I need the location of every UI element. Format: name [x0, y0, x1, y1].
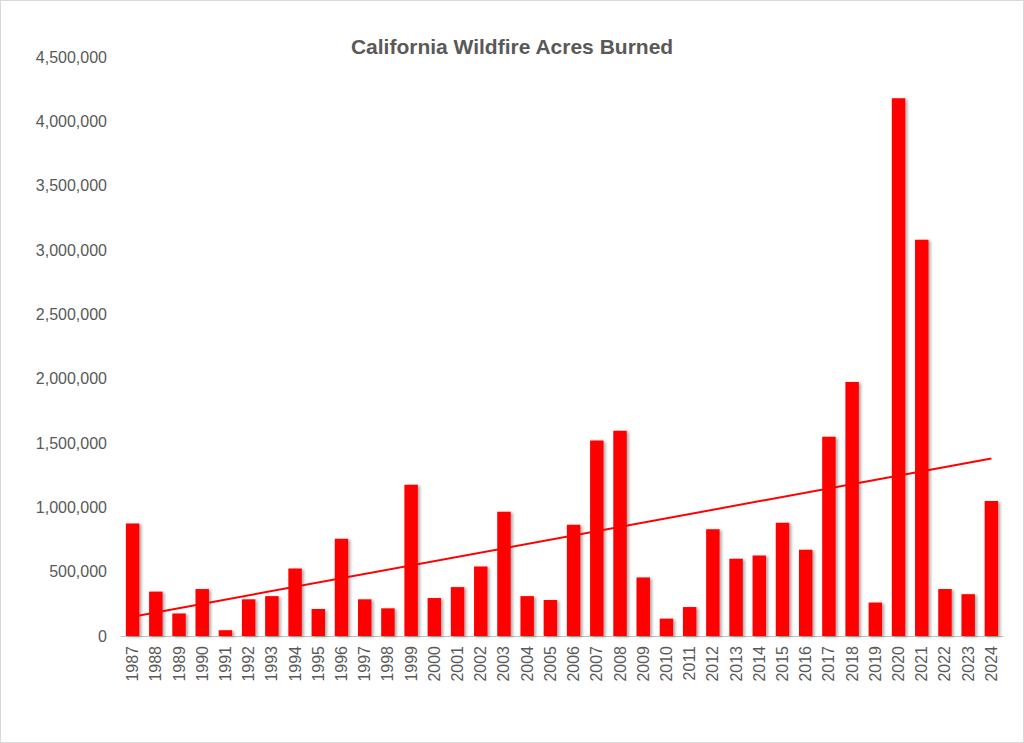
svg-text:California Wildfire Acres Burn: California Wildfire Acres Burned [351, 35, 673, 58]
svg-text:2016: 2016 [797, 646, 814, 682]
svg-text:2001: 2001 [449, 646, 466, 682]
svg-text:1988: 1988 [147, 646, 164, 682]
svg-text:1994: 1994 [287, 646, 304, 682]
svg-text:1996: 1996 [333, 646, 350, 682]
svg-text:1990: 1990 [194, 646, 211, 682]
svg-text:2002: 2002 [472, 646, 489, 682]
svg-text:1998: 1998 [379, 646, 396, 682]
svg-text:2019: 2019 [867, 646, 884, 682]
svg-text:3,500,000: 3,500,000 [36, 177, 107, 194]
svg-text:2012: 2012 [704, 646, 721, 682]
svg-text:2008: 2008 [612, 646, 629, 682]
svg-text:2004: 2004 [519, 646, 536, 682]
svg-text:1,000,000: 1,000,000 [36, 499, 107, 516]
svg-text:1,500,000: 1,500,000 [36, 435, 107, 452]
svg-text:3,000,000: 3,000,000 [36, 242, 107, 259]
svg-text:2003: 2003 [495, 646, 512, 682]
svg-text:4,000,000: 4,000,000 [36, 113, 107, 130]
svg-text:1992: 1992 [240, 646, 257, 682]
svg-text:2009: 2009 [635, 646, 652, 682]
svg-text:500,000: 500,000 [49, 563, 107, 580]
svg-text:2006: 2006 [565, 646, 582, 682]
svg-text:2,500,000: 2,500,000 [36, 306, 107, 323]
svg-text:1987: 1987 [124, 646, 141, 682]
svg-text:1997: 1997 [356, 646, 373, 682]
svg-text:0: 0 [98, 628, 107, 645]
svg-text:2017: 2017 [820, 646, 837, 682]
svg-text:2014: 2014 [751, 646, 768, 682]
svg-text:2007: 2007 [588, 646, 605, 682]
svg-text:1995: 1995 [310, 646, 327, 682]
svg-text:1999: 1999 [403, 646, 420, 682]
svg-text:2011: 2011 [681, 646, 698, 681]
svg-text:2000: 2000 [426, 646, 443, 682]
svg-text:1991: 1991 [217, 646, 234, 682]
svg-text:2015: 2015 [774, 646, 791, 682]
svg-text:1989: 1989 [171, 646, 188, 682]
svg-text:4,500,000: 4,500,000 [36, 49, 107, 66]
svg-text:1993: 1993 [263, 646, 280, 682]
svg-text:2013: 2013 [728, 646, 745, 682]
svg-text:2021: 2021 [913, 646, 930, 682]
svg-text:2018: 2018 [844, 646, 861, 682]
svg-text:2022: 2022 [936, 646, 953, 682]
svg-text:2024: 2024 [983, 646, 1000, 682]
svg-text:2005: 2005 [542, 646, 559, 682]
svg-text:2010: 2010 [658, 646, 675, 682]
svg-text:2,000,000: 2,000,000 [36, 370, 107, 387]
svg-text:2020: 2020 [890, 646, 907, 682]
svg-text:2023: 2023 [960, 646, 977, 682]
